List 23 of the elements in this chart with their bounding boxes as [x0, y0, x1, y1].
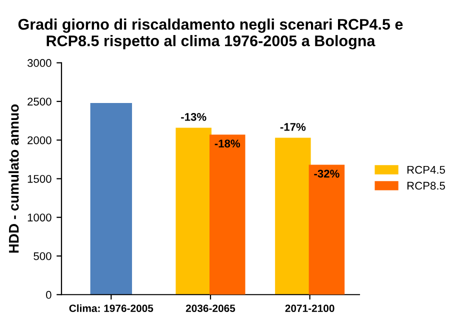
y-tick-label: 1500 — [28, 174, 52, 183]
y-axis-title: HDD - cumulato annuo — [8, 104, 19, 253]
annotation: -17% — [280, 123, 306, 131]
x-tick-label: 2036-2065 — [186, 304, 236, 312]
bar — [209, 134, 246, 295]
bar — [90, 102, 132, 295]
bar — [176, 128, 212, 295]
y-tick-label: 0 — [46, 290, 52, 299]
y-tick-label: 3000 — [27, 59, 52, 67]
annotation: -18% — [214, 140, 240, 148]
y-tick-label: 1000 — [28, 214, 52, 222]
y-tick-label: 500 — [34, 252, 52, 260]
annotation: -13% — [181, 113, 206, 121]
x-tick-label: 2071-2100 — [285, 304, 334, 312]
bar — [275, 138, 311, 295]
x-tick-label: Clima: 1976-2005 — [69, 304, 154, 312]
legend-label: RCP8.5 — [407, 182, 445, 190]
y-tick-label: 2000 — [28, 136, 52, 144]
chart-title: Gradi giorno di riscaldamento negli scenari RCP4.5 e RCP8.5 rispetto al clima 1976-2005 a Bologna — [18, 18, 403, 50]
legend-label: RCP4.5 — [407, 166, 445, 174]
annotation: -32% — [314, 170, 340, 178]
bar — [308, 164, 345, 295]
y-tick-label: 2500 — [28, 98, 52, 106]
